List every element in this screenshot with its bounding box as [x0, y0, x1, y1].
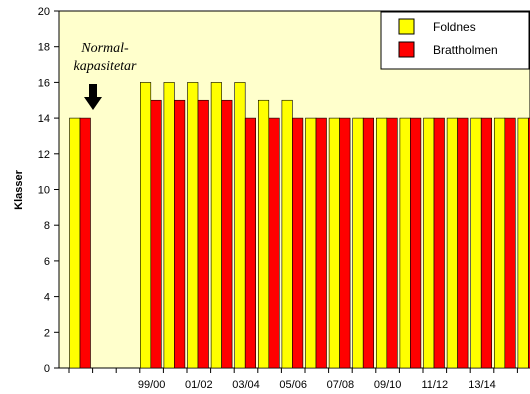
bar-brattholmen-18: [504, 117, 516, 369]
bar-brattholmen-14: [410, 117, 422, 369]
bar-brattholmen-16: [457, 117, 469, 369]
bar-foldnes-12: [352, 117, 364, 369]
x-tick-label-03-04: 03/04: [232, 379, 260, 391]
y-tick-label-20: 20: [38, 6, 50, 18]
y-tick-label-16: 16: [38, 77, 50, 89]
bar-brattholmen-15: [433, 117, 445, 369]
bar-foldnes-8: [257, 99, 270, 369]
legend-swatch-brattholmen: [398, 41, 415, 58]
legend-label-brattholmen: Brattholmen: [433, 43, 498, 57]
x-tick-label-09-10: 09/10: [374, 379, 402, 391]
bar-foldnes-0: [69, 117, 81, 369]
bar-brattholmen-11: [339, 117, 351, 369]
bar-brattholmen-19: [528, 117, 530, 369]
bar-foldnes-9: [281, 99, 293, 369]
y-tick-label-4: 4: [44, 292, 50, 304]
bar-foldnes-16: [446, 117, 458, 369]
bar-foldnes-13: [375, 117, 388, 369]
y-tick-label-10: 10: [38, 185, 50, 197]
bar-foldnes-11: [328, 117, 340, 369]
legend-label-foldnes: Foldnes: [433, 20, 476, 34]
bar-foldnes-15: [423, 117, 435, 369]
normal-capacity-annotation: Normal- kapasitetar: [74, 41, 138, 110]
bar-foldnes-6: [210, 82, 222, 369]
bar-foldnes-3: [140, 82, 152, 369]
bar-brattholmen-0: [79, 117, 91, 369]
y-tick-label-6: 6: [44, 256, 50, 268]
x-tick-label-11-12: 11/12: [421, 379, 448, 391]
bar-foldnes-17: [470, 117, 482, 369]
bar-foldnes-19: [517, 117, 529, 369]
bar-foldnes-18: [493, 117, 506, 369]
bars-layer: [69, 82, 530, 369]
y-tick-label-14: 14: [38, 113, 50, 125]
bar-brattholmen-5: [197, 99, 209, 369]
y-tick-label-0: 0: [44, 363, 50, 375]
bar-brattholmen-10: [315, 117, 327, 369]
y-axis-label: Klasser: [13, 169, 25, 209]
x-tick-label-13-14: 13/14: [468, 379, 496, 391]
y-tick-label-2: 2: [44, 327, 50, 339]
bar-brattholmen-17: [480, 117, 493, 369]
legend-swatch-foldnes: [398, 18, 415, 35]
legend: Foldnes Brattholmen: [380, 11, 530, 70]
bar-foldnes-4: [163, 82, 175, 369]
bar-brattholmen-12: [362, 117, 375, 369]
bar-foldnes-14: [399, 117, 411, 369]
arrow-down-icon: [84, 84, 102, 110]
bar-brattholmen-4: [174, 99, 186, 369]
x-tick-label-05-06: 05/06: [279, 379, 307, 391]
bar-foldnes-5: [187, 82, 199, 369]
bar-brattholmen-9: [292, 117, 304, 369]
x-tick-label-07-08: 07/08: [327, 379, 355, 391]
bar-brattholmen-7: [244, 117, 256, 369]
axes-layer: 0 2 4 6 8 10 12 14 16 18 20 99/00 01/02 03/04 05/06 07/…: [38, 6, 518, 391]
bar-foldnes-10: [305, 117, 317, 369]
y-tick-label-8: 8: [44, 220, 50, 232]
x-tick-label-99-00: 99/00: [138, 379, 166, 391]
x-tick-label-01-02: 01/02: [185, 379, 213, 391]
y-tick-label-18: 18: [38, 42, 50, 54]
y-tick-label-12: 12: [38, 149, 50, 161]
bar-brattholmen-3: [150, 99, 162, 369]
bar-foldnes-7: [234, 82, 246, 369]
bar-brattholmen-6: [221, 99, 233, 369]
annotation-line2: kapasitetar: [74, 59, 138, 74]
bar-brattholmen-8: [268, 117, 280, 369]
bar-brattholmen-13: [386, 117, 398, 369]
annotation-line1: Normal-: [80, 41, 129, 56]
